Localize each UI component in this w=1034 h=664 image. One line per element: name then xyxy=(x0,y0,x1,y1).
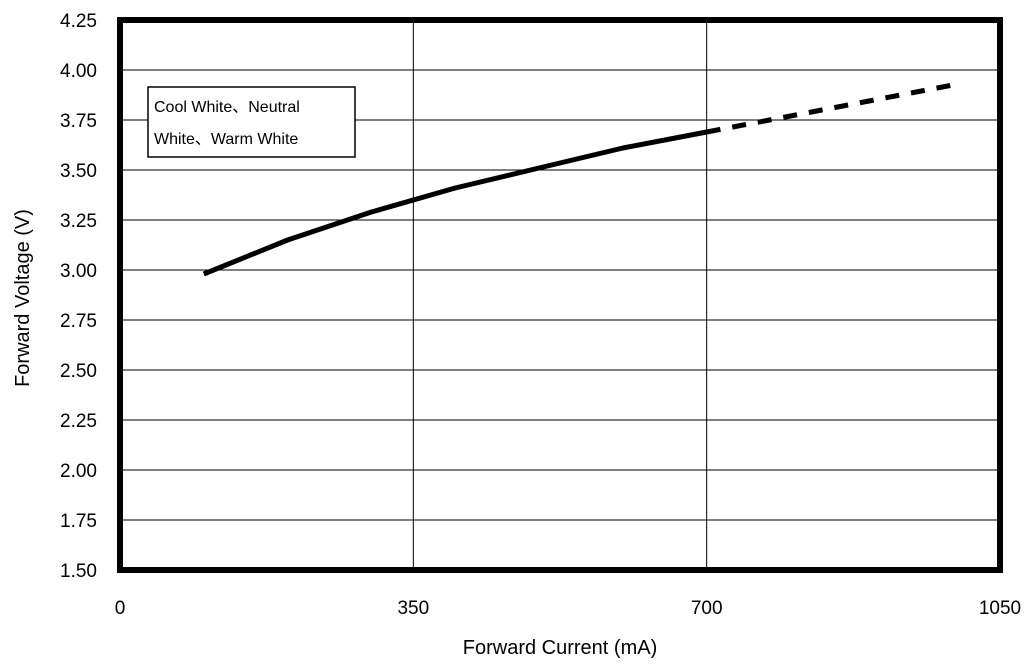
y-tick-label: 3.00 xyxy=(60,261,97,282)
y-tick-label: 2.25 xyxy=(60,411,97,432)
x-tick-label: 0 xyxy=(115,598,126,619)
y-tick-label: 3.25 xyxy=(60,211,97,232)
legend: Cool White、Neutral White、Warm White xyxy=(147,86,356,158)
legend-line-2: White、Warm White xyxy=(154,131,298,148)
y-axis-ticks: 1.50 1.75 2.00 2.25 2.50 2.75 3.00 3.25 3.50 3.75… xyxy=(60,11,97,582)
plot-frame xyxy=(117,17,1003,573)
series-line-extrapolated xyxy=(706,81,959,135)
x-axis-title: Forward Current (mA) xyxy=(463,637,657,659)
x-axis-ticks: 0 350 700 1050 xyxy=(115,598,1021,619)
x-tick-label: 1050 xyxy=(979,598,1021,619)
y-tick-label: 3.75 xyxy=(60,111,97,132)
grid xyxy=(120,20,1000,570)
series-line-measured xyxy=(202,129,708,277)
y-tick-label: 2.75 xyxy=(60,311,97,332)
y-axis-title: Forward Voltage (V) xyxy=(12,209,34,387)
legend-line-1: Cool White、Neutral xyxy=(154,99,300,116)
y-tick-label: 1.75 xyxy=(60,511,97,532)
legend-box xyxy=(147,86,356,158)
y-tick-label: 1.50 xyxy=(60,561,97,582)
y-tick-label: 4.25 xyxy=(60,11,97,32)
x-tick-label: 700 xyxy=(691,598,723,619)
x-tick-label: 350 xyxy=(397,598,429,619)
y-tick-label: 3.50 xyxy=(60,161,97,182)
y-tick-label: 2.50 xyxy=(60,361,97,382)
series-lines xyxy=(202,81,959,277)
y-tick-label: 2.00 xyxy=(60,461,97,482)
y-tick-label: 4.00 xyxy=(60,61,97,82)
